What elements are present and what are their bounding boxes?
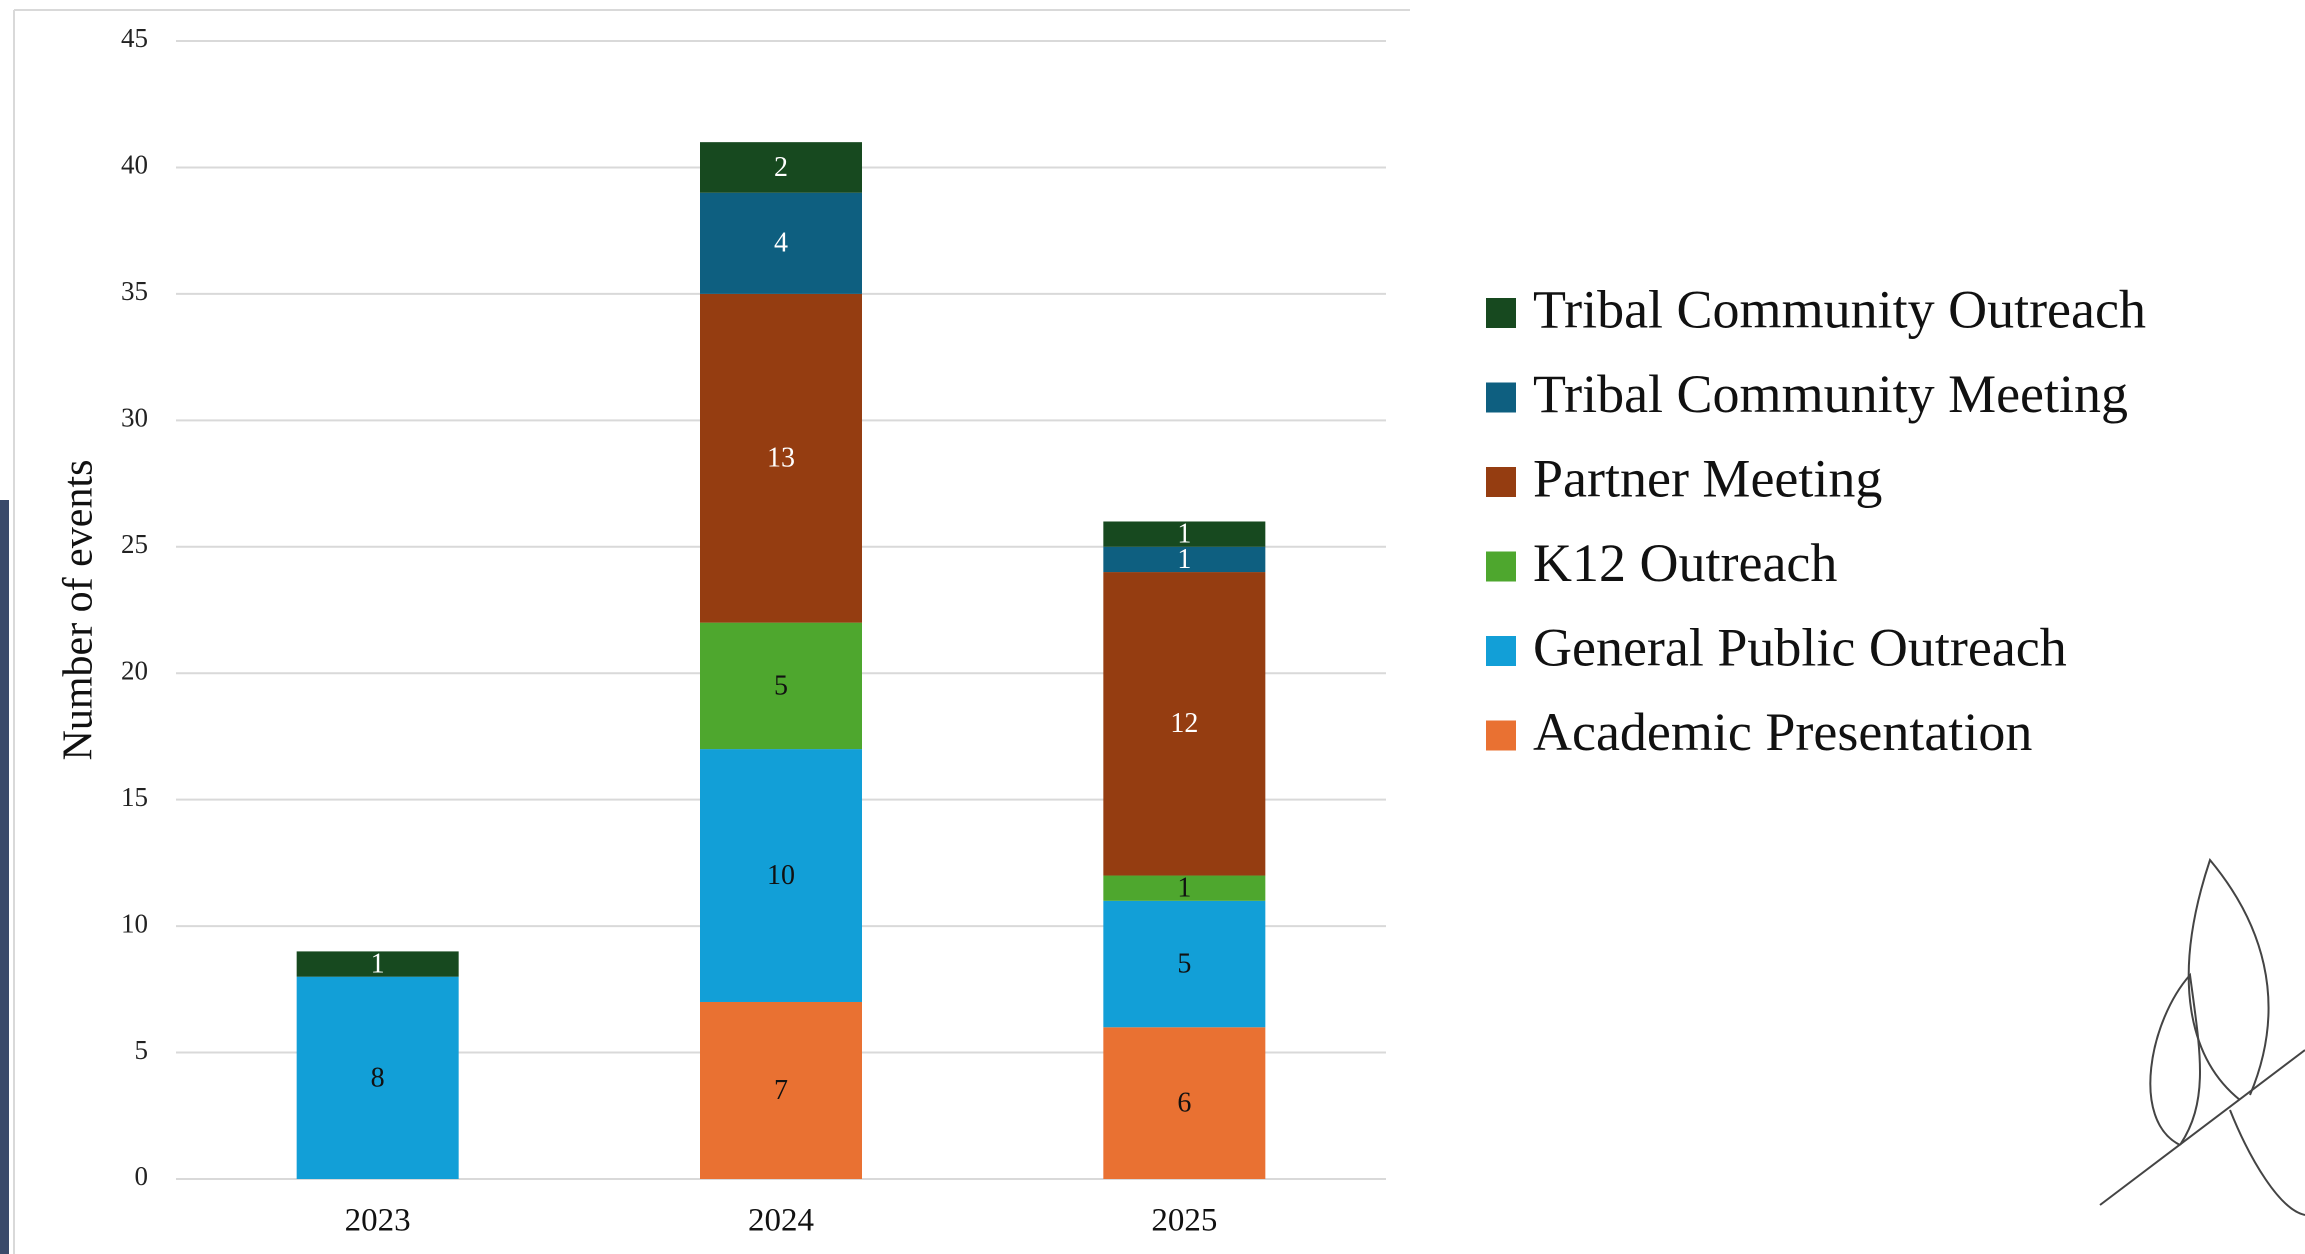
x-tick-label: 2024 <box>748 1203 814 1239</box>
chart: Number of events 05101520253035404520232… <box>0 0 2305 1254</box>
legend-swatch <box>1486 636 1516 666</box>
legend-swatch <box>1486 467 1516 497</box>
data-label: 1 <box>1177 873 1191 904</box>
y-tick-label: 25 <box>121 529 148 559</box>
legend-label: Partner Meeting <box>1533 448 1882 508</box>
data-label: 4 <box>774 228 788 259</box>
data-label: 8 <box>371 1062 385 1093</box>
data-label: 13 <box>767 443 795 474</box>
x-tick-label: 2023 <box>345 1203 411 1239</box>
legend-swatch <box>1486 721 1516 751</box>
data-label: 5 <box>774 670 788 701</box>
x-tick-label: 2025 <box>1151 1203 1217 1239</box>
photo-edge <box>0 500 9 1254</box>
legend-swatch <box>1486 298 1516 328</box>
y-axis-title: Number of events <box>56 460 102 761</box>
y-tick-label: 0 <box>135 1161 149 1191</box>
legend-swatch <box>1486 552 1516 582</box>
y-tick-label: 10 <box>121 908 148 938</box>
data-label: 2 <box>774 152 788 183</box>
y-tick-label: 20 <box>121 655 148 685</box>
y-tick-label: 5 <box>135 1035 149 1065</box>
legend-label: Tribal Community Outreach <box>1533 279 2146 339</box>
y-tick-label: 30 <box>121 403 148 433</box>
legend-label: General Public Outreach <box>1533 617 2067 677</box>
y-tick-label: 35 <box>121 276 148 306</box>
legend-label: Academic Presentation <box>1533 702 2032 762</box>
legend-swatch <box>1486 383 1516 413</box>
data-label: 1 <box>371 948 385 979</box>
data-label: 1 <box>1177 519 1191 550</box>
y-tick-label: 15 <box>121 782 148 812</box>
data-label: 12 <box>1170 708 1198 739</box>
data-label: 7 <box>774 1075 788 1106</box>
legend-label: Tribal Community Meeting <box>1533 364 2128 424</box>
data-label: 6 <box>1177 1088 1191 1119</box>
data-label: 10 <box>767 860 795 891</box>
y-tick-label: 40 <box>121 150 148 180</box>
y-tick-label: 45 <box>121 23 148 53</box>
legend-label: K12 Outreach <box>1533 533 1837 593</box>
data-label: 5 <box>1177 948 1191 979</box>
